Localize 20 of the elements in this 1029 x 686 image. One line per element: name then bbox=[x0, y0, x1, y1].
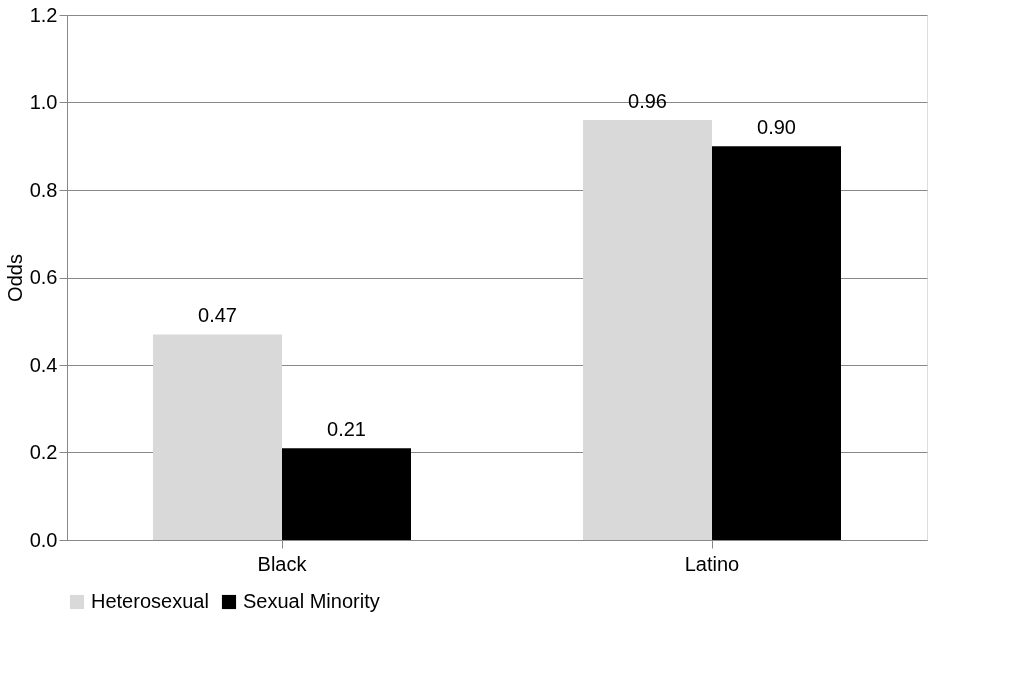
legend-label: Heterosexual bbox=[91, 590, 209, 612]
y-tick-label: 1.0 bbox=[29, 91, 58, 113]
legend-label: Sexual Minority bbox=[243, 590, 380, 612]
data-label: 0.90 bbox=[757, 116, 796, 139]
y-tick-label: 0.0 bbox=[29, 528, 58, 551]
bar bbox=[153, 334, 282, 540]
data-label: 0.47 bbox=[198, 304, 237, 327]
y-tick-label: 0.6 bbox=[29, 266, 58, 288]
y-tick-label: 0.2 bbox=[29, 441, 58, 463]
y-tick-label: 1.2 bbox=[29, 3, 58, 26]
y-tick-label: 0.4 bbox=[29, 353, 58, 376]
y-tick-label: 0.8 bbox=[29, 178, 58, 201]
x-tick-label: Latino bbox=[684, 552, 740, 575]
data-label: 0.21 bbox=[327, 418, 366, 441]
y-axis-title: Odds bbox=[3, 254, 26, 302]
bar bbox=[583, 120, 712, 540]
x-tick-label: Black bbox=[257, 552, 308, 575]
data-label: 0.96 bbox=[628, 90, 667, 112]
bar bbox=[712, 146, 841, 540]
bar bbox=[282, 448, 411, 540]
